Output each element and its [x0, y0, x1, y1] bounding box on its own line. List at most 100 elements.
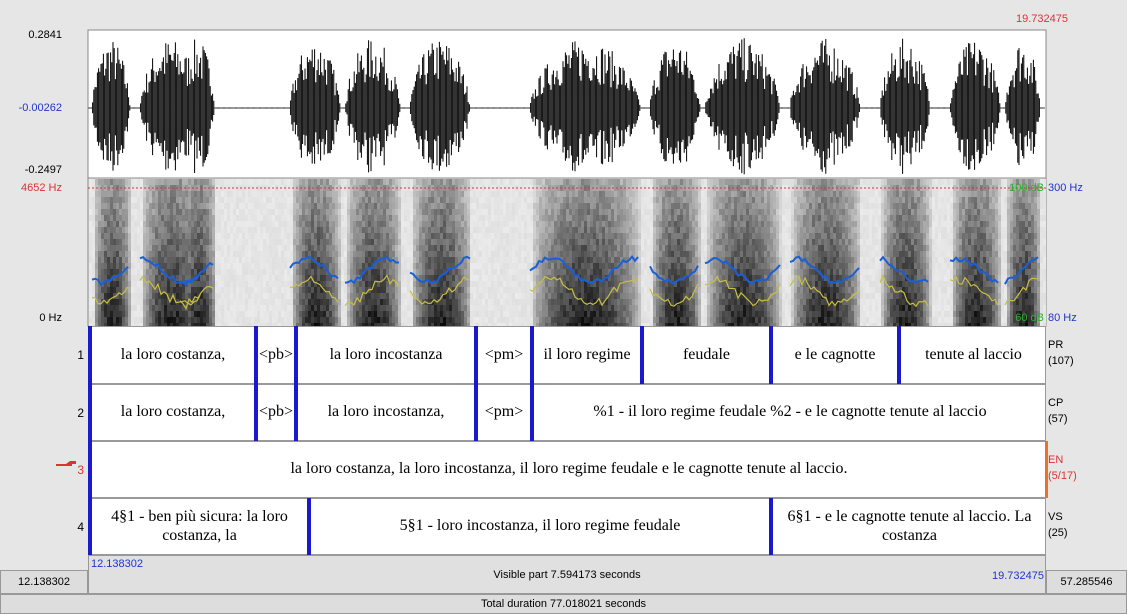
spec-cell [227, 209, 230, 215]
spec-cell [578, 251, 581, 257]
spec-cell [536, 305, 539, 311]
spec-cell [164, 179, 167, 185]
spec-cell [119, 233, 122, 239]
spec-cell [392, 191, 395, 197]
spec-cell [398, 317, 401, 323]
spec-cell [497, 179, 500, 185]
spec-cell [314, 209, 317, 215]
spec-cell [278, 275, 281, 281]
spec-cell [608, 203, 611, 209]
spec-cell [242, 299, 245, 305]
spec-cell [665, 317, 668, 323]
spec-cell [671, 293, 674, 299]
spec-cell [617, 239, 620, 245]
spec-cell [206, 197, 209, 203]
spec-cell [503, 257, 506, 263]
spec-cell [458, 221, 461, 227]
spec-cell [152, 179, 155, 185]
spec-cell [170, 269, 173, 275]
spec-cell [524, 221, 527, 227]
spec-cell [110, 257, 113, 263]
spec-cell [257, 311, 260, 317]
spec-cell [404, 179, 407, 185]
spec-cell [224, 263, 227, 269]
spec-cell [374, 215, 377, 221]
spec-cell [494, 233, 497, 239]
spec-cell [554, 299, 557, 305]
spec-cell [308, 317, 311, 323]
spec-cell [497, 251, 500, 257]
spec-cell [353, 179, 356, 185]
spec-cell [368, 281, 371, 287]
spec-cell [680, 197, 683, 203]
spec-cell [281, 269, 284, 275]
spec-cell [584, 257, 587, 263]
spec-cell [173, 269, 176, 275]
spec-cell [119, 203, 122, 209]
spec-cell [374, 245, 377, 251]
spec-cell [206, 209, 209, 215]
spec-cell [269, 227, 272, 233]
spec-cell [656, 251, 659, 257]
spec-cell [623, 209, 626, 215]
spec-cell [542, 215, 545, 221]
spec-cell [488, 209, 491, 215]
spec-cell [359, 179, 362, 185]
spec-cell [173, 251, 176, 257]
spec-cell [182, 233, 185, 239]
spec-cell [461, 221, 464, 227]
spec-cell [380, 233, 383, 239]
spec-cell [263, 179, 266, 185]
spec-cell [101, 263, 104, 269]
spec-cell [533, 191, 536, 197]
spec-cell [557, 197, 560, 203]
spec-cell [629, 233, 632, 239]
spec-cell [326, 299, 329, 305]
spec-cell [407, 305, 410, 311]
spec-cell [239, 227, 242, 233]
spec-cell [173, 239, 176, 245]
spec-cell [551, 299, 554, 305]
spec-cell [650, 179, 653, 185]
spec-cell [620, 197, 623, 203]
spec-cell [581, 287, 584, 293]
spec-cell [278, 251, 281, 257]
spec-cell [119, 275, 122, 281]
spec-cell [443, 239, 446, 245]
spec-cell [578, 215, 581, 221]
spec-cell [230, 293, 233, 299]
spec-cell [608, 311, 611, 317]
spec-cell [443, 227, 446, 233]
spec-cell [599, 263, 602, 269]
spec-cell [179, 215, 182, 221]
spec-cell [587, 227, 590, 233]
spec-cell [152, 269, 155, 275]
spec-cell [590, 257, 593, 263]
spec-cell [578, 191, 581, 197]
spec-cell [617, 293, 620, 299]
spec-cell [278, 305, 281, 311]
spec-cell [284, 209, 287, 215]
spec-cell [341, 281, 344, 287]
spec-cell [227, 299, 230, 305]
spec-cell [347, 197, 350, 203]
spec-cell [119, 197, 122, 203]
spec-cell [356, 179, 359, 185]
spec-cell [467, 287, 470, 293]
spec-cell [608, 257, 611, 263]
spec-cell [494, 209, 497, 215]
spec-cell [428, 269, 431, 275]
spec-cell [161, 227, 164, 233]
spec-cell [266, 245, 269, 251]
spec-cell [611, 203, 614, 209]
spec-cell [647, 317, 650, 323]
spec-cell [527, 215, 530, 221]
spec-cell [581, 227, 584, 233]
spec-cell [644, 227, 647, 233]
spec-cell [536, 317, 539, 323]
spec-cell [200, 209, 203, 215]
spec-cell [365, 257, 368, 263]
spec-cell [440, 305, 443, 311]
spec-cell [431, 233, 434, 239]
spec-cell [626, 233, 629, 239]
